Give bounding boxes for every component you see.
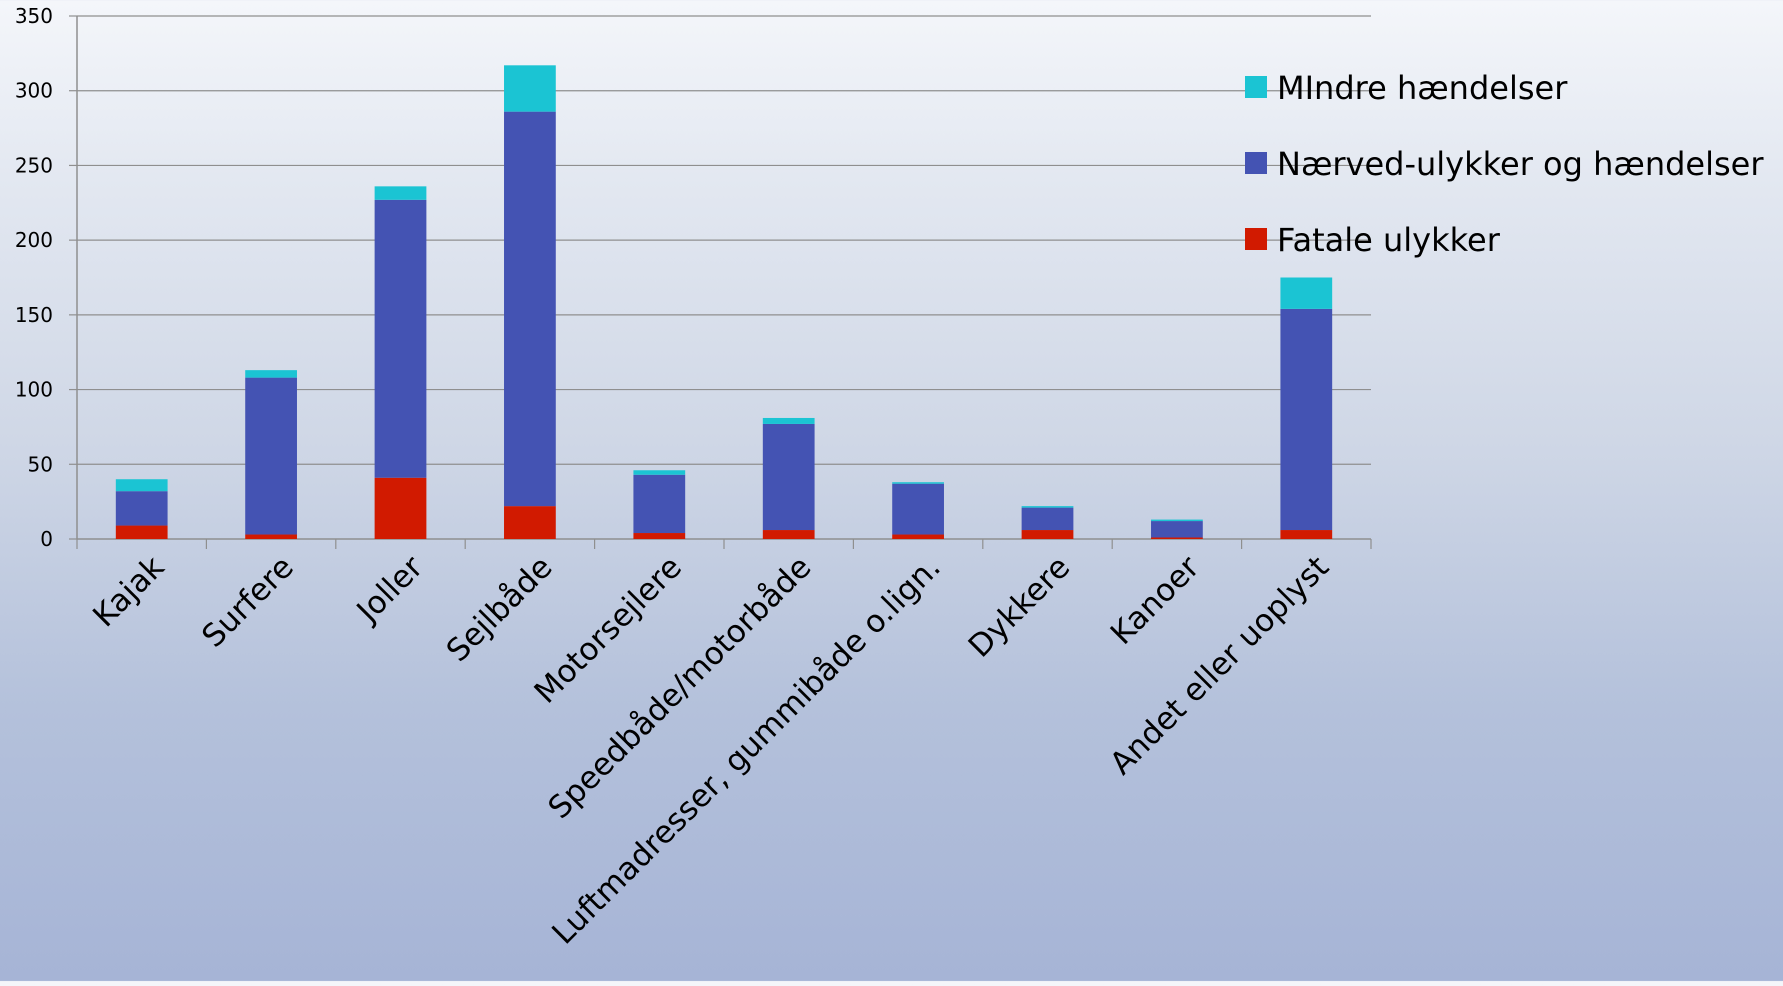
bars xyxy=(115,65,1333,539)
bar-segment xyxy=(245,370,297,378)
bar-segment xyxy=(115,491,168,526)
bar-segment xyxy=(633,533,686,539)
bar-segment xyxy=(115,525,168,539)
legend-swatch xyxy=(1245,152,1267,174)
bar-segment xyxy=(1151,521,1203,538)
bar-segment xyxy=(1151,519,1203,522)
x-tick-label: Speedbåde/motorbåde xyxy=(542,549,819,826)
bar-segment xyxy=(374,199,427,478)
bar-segment xyxy=(374,477,427,539)
bar-segment xyxy=(504,65,556,112)
bar-segment xyxy=(504,111,556,507)
x-tick-label: Surfere xyxy=(195,549,301,655)
bar-segment xyxy=(1151,537,1203,539)
bar-segment xyxy=(892,483,944,535)
bar-segment xyxy=(245,534,297,539)
y-tick-label: 250 xyxy=(15,153,53,177)
x-tick-label: Joller xyxy=(349,549,431,631)
x-tick-label: Sejlbåde xyxy=(440,549,560,669)
x-tick-label: Kanoer xyxy=(1104,549,1207,652)
bar-segment xyxy=(1021,506,1074,508)
bar-segment xyxy=(374,186,427,200)
bar-segment xyxy=(892,534,944,539)
y-tick-label: 350 xyxy=(15,4,53,28)
bar-segment xyxy=(762,530,815,539)
bar-segment xyxy=(1021,507,1074,531)
x-tick-label: Kajak xyxy=(86,549,171,634)
y-tick-label: 150 xyxy=(15,303,53,327)
legend-label: MIndre hændelser xyxy=(1277,69,1568,107)
legend-label: Fatale ulykker xyxy=(1277,221,1501,259)
x-tick-label: Dykkere xyxy=(962,549,1077,664)
bar-segment xyxy=(633,474,686,534)
bar-segment xyxy=(115,479,168,492)
y-tick-label: 300 xyxy=(15,79,53,103)
bar-segment xyxy=(1280,308,1333,531)
y-tick-label: 200 xyxy=(15,228,53,252)
y-tick-label: 50 xyxy=(28,452,53,476)
bar-segment xyxy=(762,417,815,424)
legend-swatch xyxy=(1245,228,1267,250)
bar-segment xyxy=(1021,530,1074,539)
bar-segment xyxy=(504,506,556,539)
bar-segment xyxy=(892,482,944,484)
x-tick-label: Andet eller uoplyst xyxy=(1103,549,1336,782)
bar-segment xyxy=(1280,277,1333,309)
legend-swatch xyxy=(1245,76,1267,98)
legend-label: Nærved-ulykker og hændelser xyxy=(1277,145,1764,183)
legend: MIndre hændelser Nærved-ulykker og hændel… xyxy=(1245,69,1764,259)
bar-segment xyxy=(762,423,815,531)
bar-segment xyxy=(245,377,297,535)
bar-segment xyxy=(633,470,686,475)
y-tick-label: 100 xyxy=(15,378,53,402)
y-tick-label: 0 xyxy=(40,527,53,551)
bar-segment xyxy=(1280,530,1333,539)
